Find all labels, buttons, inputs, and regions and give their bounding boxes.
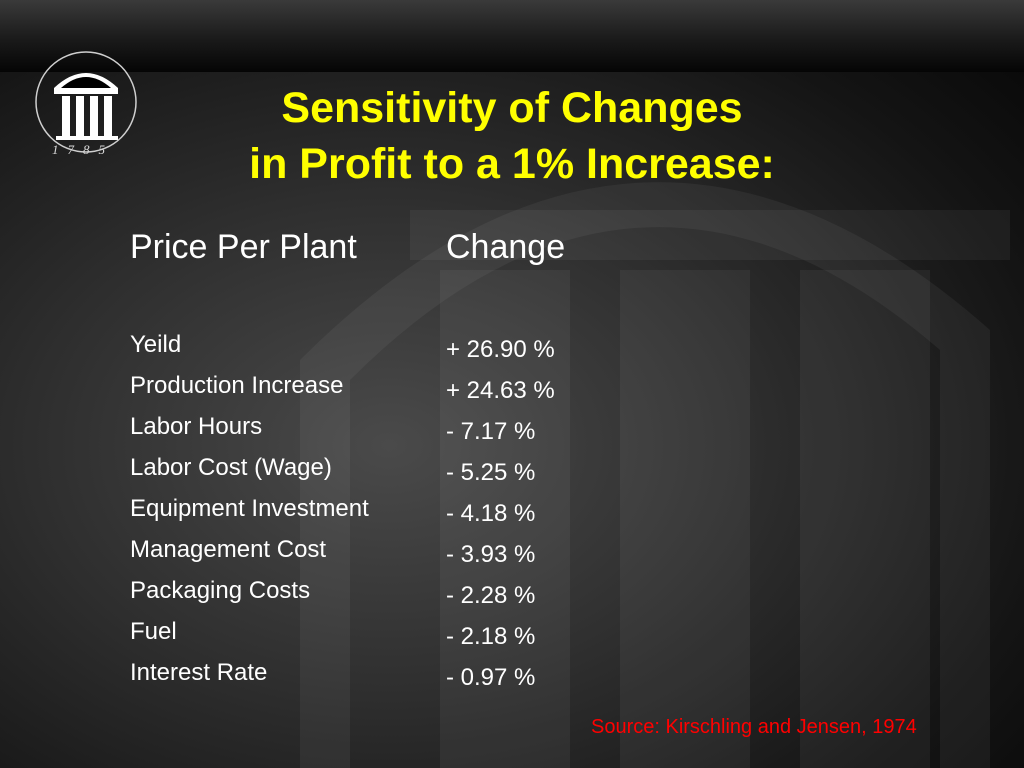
change-value: - 2.18 % [446, 623, 536, 650]
title-line-1: Sensitivity of Changes [281, 84, 743, 132]
factor-item: Interest Rate [130, 659, 268, 686]
factor-item: Equipment Investment [130, 495, 369, 522]
slide-title: Sensitivity of Changes in Profit to a 1%… [120, 80, 904, 192]
factor-item: Fuel [130, 618, 177, 645]
factor-item: Management Cost [130, 536, 327, 563]
change-value: - 5.25 % [446, 459, 536, 486]
change-list: + 26.90 % + 24.63 % - 7.17 % - 5.25 % - 4.18… [446, 336, 555, 705]
logo-year: 1785 [52, 142, 114, 157]
source-citation: Source: Kirschling and Jensen, 1974 [591, 716, 917, 738]
change-value: - 3.93 % [446, 541, 536, 568]
factor-item: Yeild [130, 331, 182, 358]
factor-column-header: Price Per Plant [130, 228, 357, 266]
change-value: - 4.18 % [446, 500, 536, 527]
change-column-header: Change [446, 228, 566, 266]
factor-item: Labor Cost (Wage) [130, 454, 332, 481]
change-value: - 2.28 % [446, 582, 536, 609]
factor-item: Production Increase [130, 372, 344, 399]
factor-item: Packaging Costs [130, 577, 311, 604]
change-value: - 0.97 % [446, 664, 536, 691]
factor-list: Yeild Production Increase Labor Hours Labor… [130, 331, 369, 700]
top-banner [0, 0, 1024, 72]
change-value: - 7.17 % [446, 418, 536, 445]
change-value: + 26.90 % [446, 336, 555, 363]
change-value: + 24.63 % [446, 377, 555, 404]
factor-item: Labor Hours [130, 413, 263, 440]
university-arch-logo [35, 51, 137, 153]
title-line-2: in Profit to a 1% Increase: [249, 140, 775, 188]
